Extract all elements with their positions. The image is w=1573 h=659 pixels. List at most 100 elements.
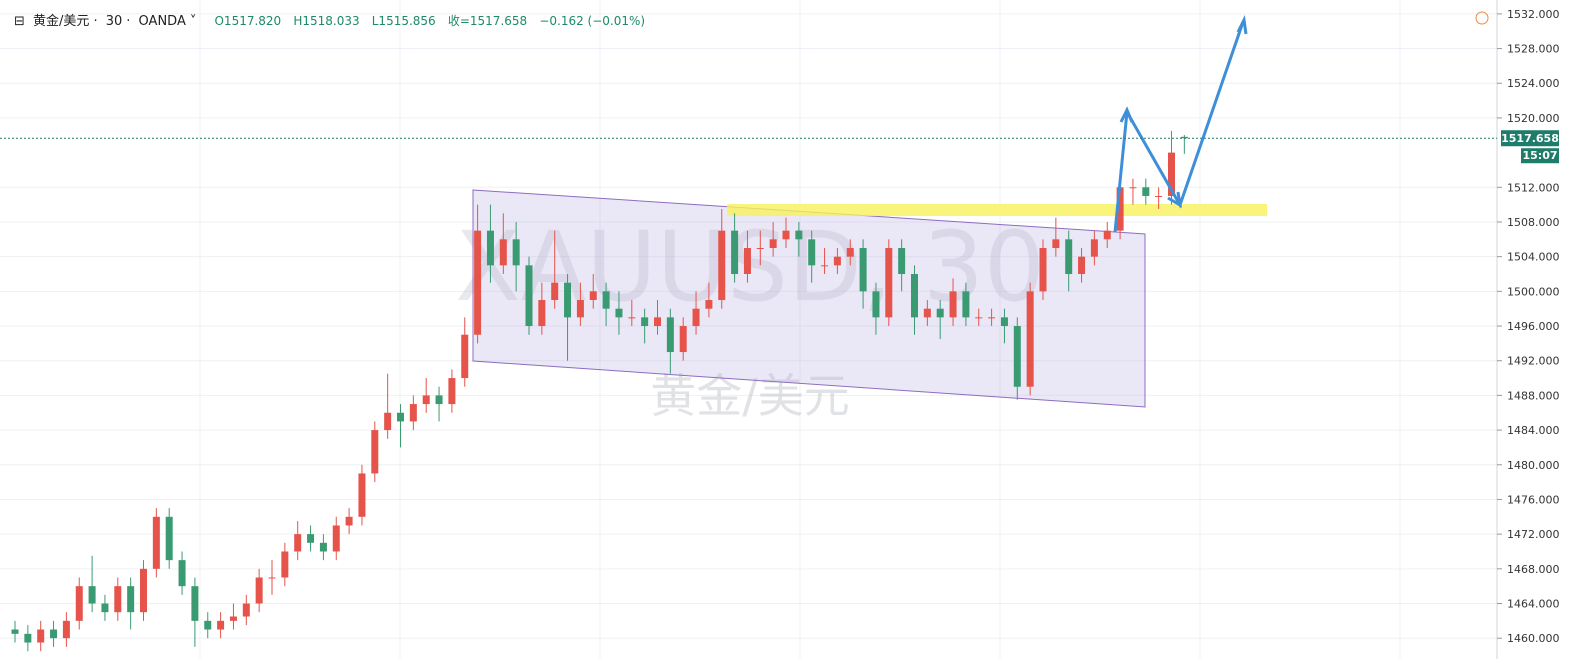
- candle-body: [525, 265, 533, 327]
- countdown: 15:07: [1522, 149, 1557, 162]
- quote-high: H1518.033: [293, 14, 360, 28]
- y-tick-label: 1504.000: [1507, 251, 1560, 264]
- countdown-box: [1521, 148, 1559, 164]
- y-tick-label: 1484.000: [1507, 424, 1560, 437]
- candle-body: [75, 586, 83, 621]
- channel-drawing: [472, 189, 1146, 408]
- candle-body: [24, 633, 32, 643]
- candle-body: [769, 239, 777, 248]
- candle-body: [1090, 239, 1098, 257]
- candle-body: [307, 534, 315, 543]
- candle-body: [281, 551, 289, 578]
- candle-body: [11, 629, 19, 634]
- forecast-arrows: [1113, 15, 1248, 233]
- y-tick-label: 1520.000: [1507, 112, 1560, 125]
- y-tick-label: 1496.000: [1507, 320, 1560, 333]
- collapse-icon[interactable]: ⊟: [14, 14, 25, 29]
- candle-body: [1026, 291, 1034, 387]
- candle-body: [718, 230, 726, 301]
- candle-body: [615, 308, 623, 318]
- candle-body: [821, 265, 829, 267]
- candle-body: [242, 603, 250, 617]
- candle-body: [50, 629, 58, 639]
- candle-body: [165, 516, 173, 561]
- quote-low: L1515.856: [371, 14, 436, 28]
- alert-icon[interactable]: [1475, 11, 1489, 25]
- candle-body: [88, 586, 96, 604]
- candle-body: [1078, 256, 1086, 275]
- candle-body: [872, 291, 880, 318]
- price-tag-box: [1501, 130, 1559, 147]
- candle-body: [448, 378, 456, 405]
- candle-body: [152, 516, 160, 569]
- y-tick-label: 1480.000: [1507, 459, 1560, 472]
- candle-body: [576, 300, 584, 318]
- y-tick-label: 1476.000: [1507, 493, 1560, 506]
- candle-body: [898, 247, 906, 275]
- candle-body: [358, 473, 366, 517]
- candle-body: [1116, 187, 1124, 231]
- candle-body: [936, 308, 944, 318]
- candle-body: [1013, 326, 1021, 387]
- candle-body: [474, 230, 482, 335]
- header: ⊟ 黄金/美元 · 30 · OANDA ˅ O1517.820 H1518.033 …: [14, 14, 646, 29]
- candle-body: [833, 256, 841, 266]
- candle-body: [602, 291, 610, 309]
- candle-body: [923, 308, 931, 318]
- candle-body: [743, 247, 751, 275]
- vertical-grid: [199, 0, 1401, 659]
- candle-body: [486, 230, 494, 266]
- quote-open: O1517.820: [214, 14, 282, 28]
- candle-body: [332, 525, 340, 552]
- candle-body: [178, 560, 186, 587]
- candle-body: [589, 291, 597, 301]
- price-axis: [1497, 0, 1573, 659]
- broker: OANDA: [138, 14, 186, 29]
- candle-body: [782, 230, 790, 240]
- candle-body: [564, 282, 572, 318]
- candle-body: [795, 230, 803, 240]
- candle-body: [204, 620, 212, 630]
- y-tick-label: 1460.000: [1507, 632, 1560, 645]
- candle-body: [127, 586, 135, 613]
- candle-body: [1065, 239, 1073, 275]
- y-tick-label: 1532.000: [1507, 8, 1560, 21]
- candle-body: [1142, 187, 1150, 196]
- y-tick-label: 1528.000: [1507, 43, 1560, 56]
- y-tick-label: 1512.000: [1507, 181, 1560, 194]
- candle-body: [422, 395, 430, 405]
- candle-body: [666, 317, 674, 353]
- y-tick-label: 1472.000: [1507, 528, 1560, 541]
- price-tag: 1517.658: [1501, 132, 1559, 145]
- candle-body: [1039, 247, 1047, 292]
- candle-body: [1180, 136, 1188, 139]
- candle-body: [756, 247, 764, 249]
- candle-body: [1168, 152, 1175, 196]
- candle-body: [294, 534, 302, 552]
- candle-body: [705, 300, 713, 309]
- candle-body: [1052, 239, 1060, 248]
- candle-body: [808, 239, 816, 266]
- candle-body: [1103, 230, 1111, 240]
- candle-body: [371, 430, 379, 474]
- candle-body: [268, 577, 276, 579]
- y-tick-label: 1468.000: [1507, 563, 1560, 576]
- symbol[interactable]: 黄金/美元: [33, 14, 90, 29]
- watermark-name: 黄金/美元: [650, 369, 850, 423]
- candle-body: [911, 274, 918, 318]
- candle-body: [731, 230, 739, 275]
- candle-body: [692, 308, 700, 327]
- candle-body: [679, 326, 687, 353]
- candle-body: [217, 620, 225, 630]
- candle-body: [409, 404, 417, 422]
- candle-body: [885, 247, 893, 318]
- support-zone: [727, 204, 1267, 216]
- interval[interactable]: 30: [105, 14, 123, 29]
- y-tick-label: 1508.000: [1507, 216, 1560, 229]
- candle-body: [397, 412, 404, 422]
- candle-body: [512, 239, 520, 266]
- candle-body: [551, 282, 559, 301]
- quote-change: −0.162 (−0.01%): [539, 14, 646, 28]
- candle-body: [319, 542, 327, 552]
